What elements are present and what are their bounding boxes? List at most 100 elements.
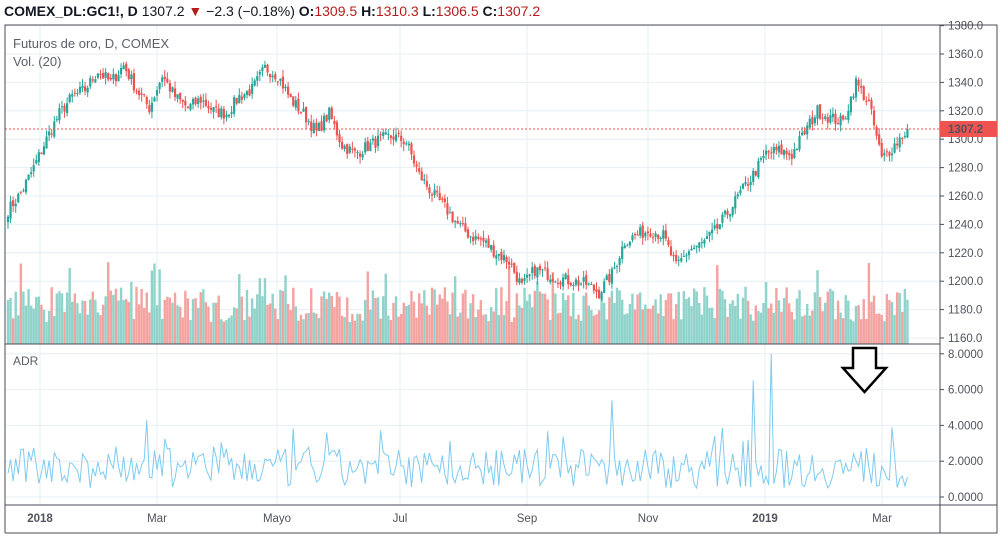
candle-body (860, 85, 863, 88)
candle-body (394, 134, 398, 141)
candle-body (176, 94, 179, 99)
candle-body (310, 121, 313, 132)
volume-bar (877, 313, 881, 344)
volume-bar (142, 307, 146, 344)
volume-bar (299, 314, 303, 344)
volume-bar (546, 299, 549, 344)
volume-bar (764, 281, 768, 344)
candle-body (541, 269, 544, 271)
volume-bar (91, 291, 95, 344)
candle-body (615, 265, 619, 267)
volume-bar (726, 316, 729, 344)
volume-bar (800, 316, 804, 344)
volume-bar (798, 290, 801, 344)
candle-body (500, 251, 503, 261)
volume-bar (358, 313, 362, 344)
time-tick-label: Nov (638, 513, 659, 525)
candle-body (893, 143, 896, 153)
candle-body (145, 97, 148, 105)
candle-body (358, 153, 362, 157)
candle-body (279, 78, 282, 81)
candle-body (603, 281, 606, 293)
volume-bar (86, 314, 89, 344)
candle-body (83, 86, 87, 92)
volume-bar (482, 314, 485, 344)
volume-bar (348, 321, 351, 344)
volume-bar (238, 274, 241, 344)
volume-bar (312, 312, 316, 344)
volume-bar (654, 299, 657, 344)
volume-bar (160, 318, 164, 344)
volume-bar (11, 318, 15, 344)
volume-bar (258, 278, 262, 344)
volume-bar (155, 305, 159, 344)
volume-bar (96, 312, 100, 344)
candle-body (374, 138, 377, 148)
volume-bar (286, 304, 290, 344)
volume-bar (597, 310, 601, 344)
candle-body (736, 194, 739, 197)
candle-body (248, 89, 251, 96)
last-price-badge-text: 1307.2 (948, 124, 983, 136)
volume-bar (117, 300, 120, 344)
candle-body (189, 103, 192, 110)
candle-body (538, 265, 542, 271)
candle-body (125, 63, 128, 72)
candle-body (78, 87, 82, 93)
candle-body (335, 122, 339, 136)
candle-body (230, 112, 233, 114)
volume-bar (263, 278, 267, 344)
volume-bar (749, 314, 752, 344)
volume-bar (207, 306, 210, 344)
candle-body (867, 99, 870, 101)
candle-body (752, 170, 755, 182)
candle-body (677, 259, 680, 261)
candle-body (289, 93, 292, 98)
candle-body (749, 181, 752, 186)
candle-body (600, 292, 603, 300)
volume-bar (261, 296, 264, 344)
candle-body (898, 137, 901, 148)
volume-bar (317, 318, 321, 344)
volume-bar (890, 302, 894, 344)
candle-body (747, 184, 750, 186)
volume-bar (55, 293, 59, 344)
low-value: 1306.5 (435, 3, 479, 19)
volume-bar (500, 287, 503, 344)
candle-body (726, 211, 729, 215)
volume-bar (875, 313, 878, 344)
volume-bar (536, 282, 539, 344)
candle-body (443, 198, 446, 203)
volume-bar (489, 306, 493, 344)
candle-body (163, 76, 166, 80)
volume-bar (173, 292, 177, 344)
volume-bar (99, 315, 102, 344)
volume-bar (137, 304, 141, 344)
candle-body (263, 64, 267, 68)
close-value: 1307.2 (497, 3, 541, 19)
candle-body (690, 248, 693, 251)
candle-body (148, 105, 151, 113)
candle-body (513, 262, 516, 273)
candle-body (423, 179, 426, 181)
candle-body (672, 255, 675, 257)
volume-bar (721, 290, 724, 344)
candle-body (364, 142, 367, 153)
candle-body (497, 253, 500, 256)
chart-legend: Futuros de oro, D, COMEX Vol. (20) (13, 35, 169, 71)
last-price: 1307.2 (141, 3, 185, 19)
volume-bar (865, 318, 868, 344)
candle-body (878, 134, 881, 145)
candle-body (407, 143, 410, 146)
candle-body (392, 136, 395, 140)
volume-bar (695, 291, 698, 344)
volume-bar (168, 297, 172, 344)
candle-body (369, 142, 372, 152)
volume-bar (561, 292, 565, 344)
candle-body (461, 223, 464, 225)
candle-body (284, 86, 287, 89)
volume-bar (178, 306, 182, 344)
volume-bar (859, 319, 863, 344)
candle-body (276, 81, 279, 83)
